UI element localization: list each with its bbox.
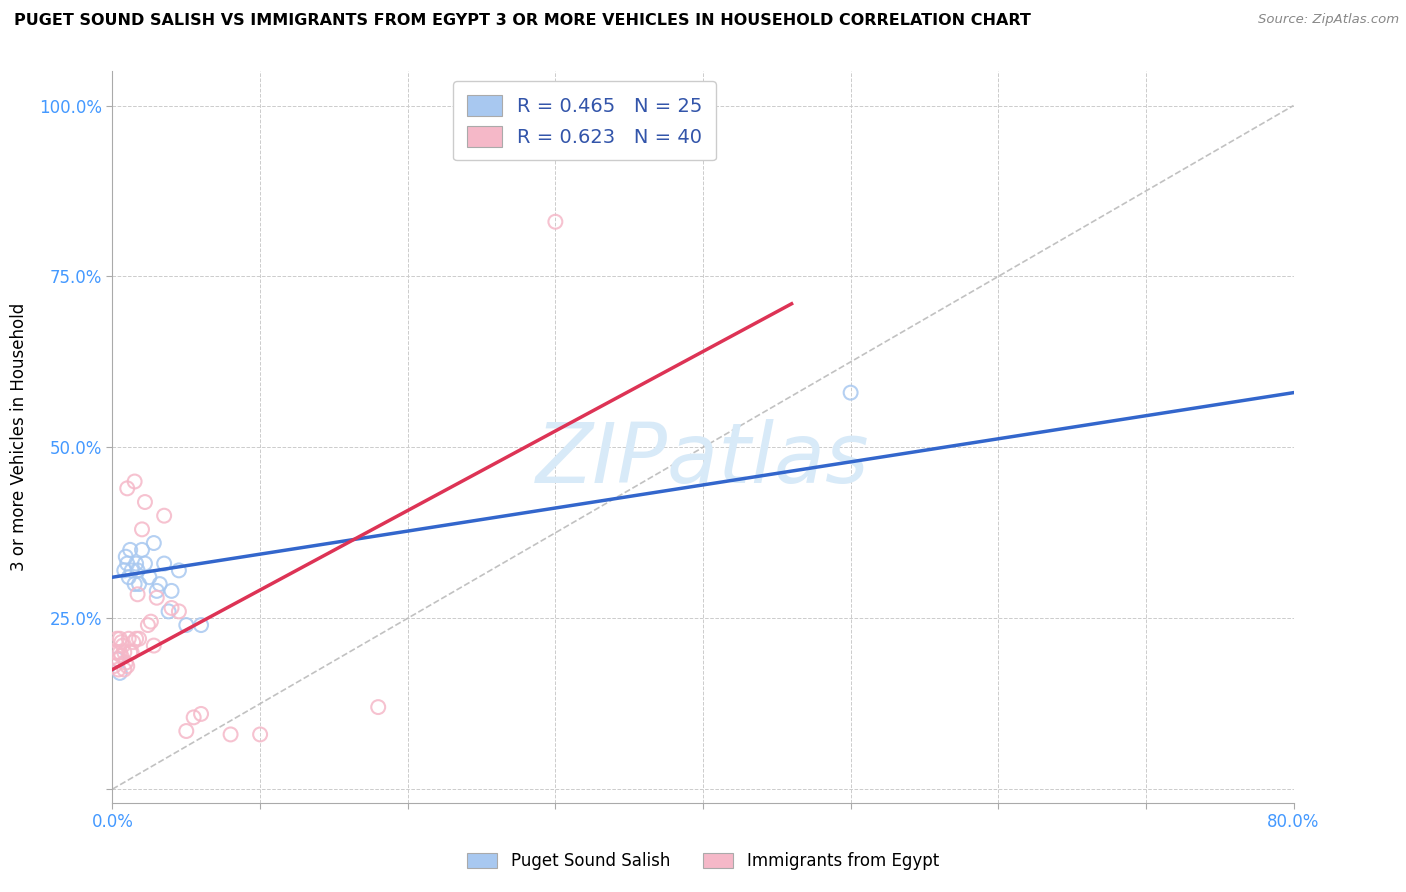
Point (160, 601, 183, 615)
Point (121, 645, 143, 659)
Point (190, 706, 212, 721)
Point (153, 508, 176, 523)
Point (146, 583, 169, 598)
Point (128, 577, 150, 591)
Point (367, 700, 389, 714)
Point (117, 481, 138, 495)
Point (174, 724, 197, 739)
Point (104, 645, 127, 659)
Point (108, 665, 131, 680)
Point (136, 618, 159, 632)
Point (105, 645, 128, 659)
Point (105, 632, 128, 646)
Point (127, 587, 149, 601)
Point (128, 632, 150, 646)
Point (131, 522, 153, 536)
Point (118, 570, 141, 584)
Point (544, 215, 567, 229)
Legend: Puget Sound Salish, Immigrants from Egypt: Puget Sound Salish, Immigrants from Egyp… (458, 844, 948, 879)
Point (108, 632, 131, 646)
Point (125, 632, 148, 646)
Point (120, 645, 142, 659)
Point (142, 639, 165, 653)
Point (153, 557, 176, 571)
Point (107, 663, 129, 677)
Point (103, 659, 125, 673)
Point (839, 385, 862, 400)
Point (249, 727, 271, 741)
Point (122, 635, 145, 649)
Point (139, 615, 162, 629)
Point (125, 557, 148, 571)
Point (146, 591, 169, 605)
Point (149, 577, 172, 591)
Point (124, 577, 146, 591)
Point (112, 645, 135, 659)
Point (157, 604, 180, 618)
Point (111, 639, 134, 653)
Point (142, 536, 165, 550)
Text: PUGET SOUND SALISH VS IMMIGRANTS FROM EGYPT 3 OR MORE VEHICLES IN HOUSEHOLD CORR: PUGET SOUND SALISH VS IMMIGRANTS FROM EG… (14, 13, 1031, 29)
Point (117, 659, 138, 673)
Point (120, 542, 142, 557)
Point (112, 563, 135, 577)
Point (110, 648, 132, 663)
Point (117, 557, 138, 571)
Point (138, 570, 160, 584)
Point (131, 542, 153, 557)
Point (107, 652, 129, 666)
Point (134, 495, 156, 509)
Point (124, 475, 146, 489)
Point (114, 549, 136, 564)
Point (160, 583, 183, 598)
Point (174, 618, 197, 632)
Point (105, 652, 128, 666)
Point (183, 710, 205, 724)
Point (114, 656, 136, 670)
Point (110, 635, 132, 649)
Point (167, 563, 190, 577)
Point (219, 727, 242, 741)
Text: ZIPatlas: ZIPatlas (536, 418, 870, 500)
Text: Source: ZipAtlas.com: Source: ZipAtlas.com (1258, 13, 1399, 27)
Point (127, 563, 149, 577)
Point (167, 604, 190, 618)
Point (108, 645, 131, 659)
Y-axis label: 3 or more Vehicles in Household: 3 or more Vehicles in Household (10, 303, 28, 571)
Point (121, 563, 143, 577)
Point (190, 618, 212, 632)
Point (118, 632, 141, 646)
Point (112, 663, 135, 677)
Point (134, 557, 156, 571)
